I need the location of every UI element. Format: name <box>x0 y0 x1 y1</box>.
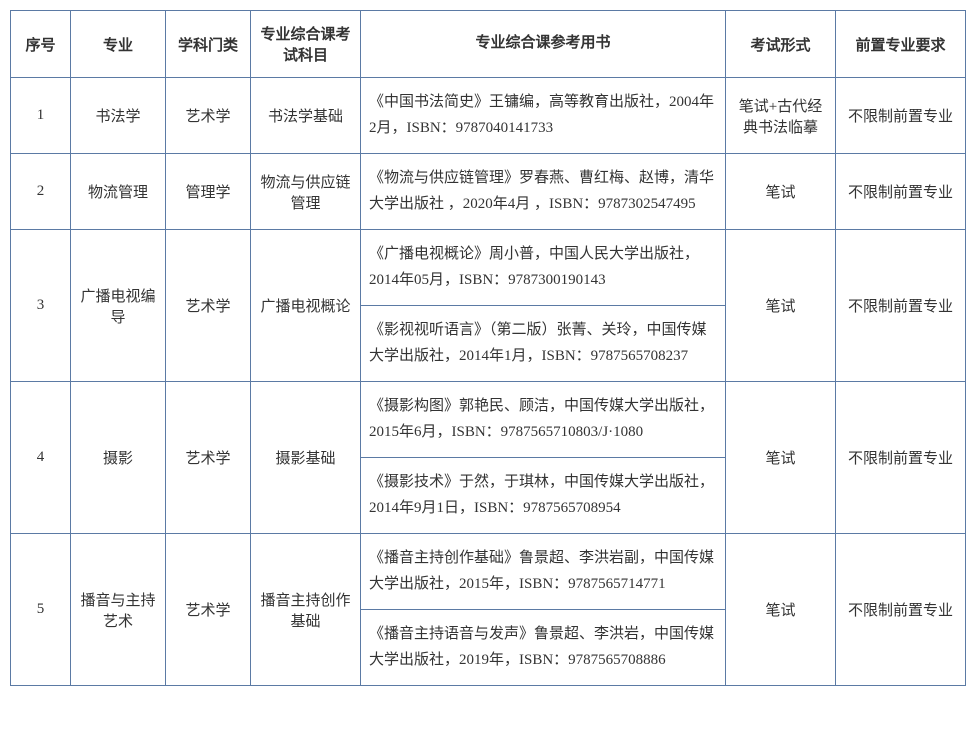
cell-prereq: 不限制前置专业 <box>836 534 966 686</box>
cell-subject: 广播电视概论 <box>251 230 361 382</box>
cell-reference: 《摄影构图》郭艳民、顾洁，中国传媒大学出版社，2015年6月，ISBN：9787… <box>361 382 726 458</box>
cell-subject: 物流与供应链管理 <box>251 154 361 230</box>
cell-index: 4 <box>11 382 71 534</box>
cell-major: 物流管理 <box>71 154 166 230</box>
cell-exam-format: 笔试 <box>726 534 836 686</box>
cell-category: 艺术学 <box>166 382 251 534</box>
cell-index: 3 <box>11 230 71 382</box>
cell-category: 艺术学 <box>166 230 251 382</box>
table-header-row: 序号 专业 学科门类 专业综合课考试科目 专业综合课参考用书 考试形式 前置专业… <box>11 11 966 78</box>
table-row: 5播音与主持艺术艺术学播音主持创作基础《播音主持创作基础》鲁景超、李洪岩副，中国… <box>11 534 966 610</box>
cell-reference: 《摄影技术》于然，于琪林，中国传媒大学出版社，2014年9月1日，ISBN：97… <box>361 458 726 534</box>
col-header-exam-format: 考试形式 <box>726 11 836 78</box>
cell-exam-format: 笔试 <box>726 382 836 534</box>
cell-index: 1 <box>11 78 71 154</box>
cell-prereq: 不限制前置专业 <box>836 154 966 230</box>
cell-category: 管理学 <box>166 154 251 230</box>
cell-prereq: 不限制前置专业 <box>836 78 966 154</box>
col-header-major: 专业 <box>71 11 166 78</box>
course-reference-table: 序号 专业 学科门类 专业综合课考试科目 专业综合课参考用书 考试形式 前置专业… <box>10 10 966 686</box>
table-row: 4摄影艺术学摄影基础《摄影构图》郭艳民、顾洁，中国传媒大学出版社，2015年6月… <box>11 382 966 458</box>
cell-subject: 书法学基础 <box>251 78 361 154</box>
cell-index: 5 <box>11 534 71 686</box>
table-row: 1书法学艺术学书法学基础《中国书法简史》王镛编，高等教育出版社，2004年2月，… <box>11 78 966 154</box>
col-header-reference: 专业综合课参考用书 <box>361 11 726 78</box>
cell-reference: 《播音主持创作基础》鲁景超、李洪岩副，中国传媒大学出版社，2015年，ISBN：… <box>361 534 726 610</box>
cell-prereq: 不限制前置专业 <box>836 382 966 534</box>
cell-reference: 《中国书法简史》王镛编，高等教育出版社，2004年2月，ISBN：9787040… <box>361 78 726 154</box>
cell-major: 摄影 <box>71 382 166 534</box>
col-header-prereq: 前置专业要求 <box>836 11 966 78</box>
cell-category: 艺术学 <box>166 534 251 686</box>
cell-subject: 摄影基础 <box>251 382 361 534</box>
cell-subject: 播音主持创作基础 <box>251 534 361 686</box>
cell-exam-format: 笔试 <box>726 154 836 230</box>
cell-reference: 《广播电视概论》周小普，中国人民大学出版社，2014年05月，ISBN：9787… <box>361 230 726 306</box>
cell-exam-format: 笔试+古代经典书法临摹 <box>726 78 836 154</box>
col-header-category: 学科门类 <box>166 11 251 78</box>
cell-major: 播音与主持艺术 <box>71 534 166 686</box>
table-row: 2物流管理管理学物流与供应链管理《物流与供应链管理》罗春燕、曹红梅、赵博，清华大… <box>11 154 966 230</box>
col-header-subject: 专业综合课考试科目 <box>251 11 361 78</box>
table-row: 3广播电视编导艺术学广播电视概论《广播电视概论》周小普，中国人民大学出版社，20… <box>11 230 966 306</box>
cell-prereq: 不限制前置专业 <box>836 230 966 382</box>
cell-exam-format: 笔试 <box>726 230 836 382</box>
cell-reference: 《影视视听语言》（第二版）张菁、关玲，中国传媒大学出版社，2014年1月，ISB… <box>361 306 726 382</box>
cell-reference: 《播音主持语音与发声》鲁景超、李洪岩，中国传媒大学出版社，2019年，ISBN：… <box>361 610 726 686</box>
cell-reference: 《物流与供应链管理》罗春燕、曹红梅、赵博，清华大学出版社 ，2020年4月 ，I… <box>361 154 726 230</box>
cell-major: 广播电视编导 <box>71 230 166 382</box>
col-header-index: 序号 <box>11 11 71 78</box>
cell-major: 书法学 <box>71 78 166 154</box>
cell-index: 2 <box>11 154 71 230</box>
cell-category: 艺术学 <box>166 78 251 154</box>
